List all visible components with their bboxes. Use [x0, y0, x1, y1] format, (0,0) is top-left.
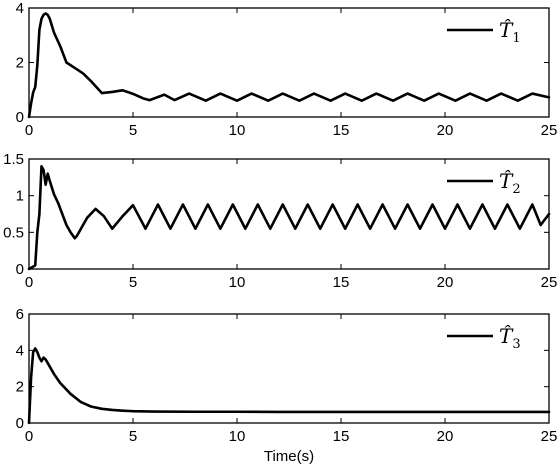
y-tick-label: 0	[16, 415, 24, 432]
x-tick-label: 15	[333, 122, 350, 139]
x-tick-label: 25	[541, 274, 558, 291]
y-tick-label: 4	[16, 0, 24, 17]
legend-subscript: 3	[512, 337, 520, 352]
x-tick-label: 0	[25, 122, 33, 139]
y-tick-label: 0	[16, 261, 24, 278]
legend-subscript: 1	[512, 31, 520, 46]
x-tick-label: 10	[229, 274, 246, 291]
x-axis-label: Time(s)	[264, 448, 314, 465]
x-tick-label: 5	[129, 274, 137, 291]
series-line	[27, 12, 551, 119]
x-tick-label: 25	[541, 122, 558, 139]
y-tick-label: 4	[16, 342, 24, 359]
x-tick-label: 15	[333, 274, 350, 291]
subplot-t3: 0 5 10 15 20 25 0 2 4 6 T̂3 Time(s)	[16, 306, 558, 465]
y-tick-label: 2	[16, 379, 24, 396]
subplot-t1: 0 5 10 15 20 25 0 2 4 T̂1	[16, 0, 558, 139]
y-tick-label: 1.5	[3, 151, 24, 168]
x-tick-label: 0	[25, 428, 33, 445]
legend-label: T̂3	[499, 324, 521, 352]
x-tick-label: 0	[25, 274, 33, 291]
x-tick-label: 10	[229, 122, 246, 139]
legend-label: T̂2	[499, 169, 521, 197]
legend-subscript: 2	[512, 182, 520, 197]
x-tick-label: 20	[437, 274, 454, 291]
y-tick-label: 0	[16, 109, 24, 126]
legend-symbol: T̂	[499, 18, 514, 42]
axes-frame	[28, 313, 550, 424]
x-tick-label: 25	[541, 428, 558, 445]
y-tick-label: 1	[16, 188, 24, 205]
x-tick-label: 20	[437, 122, 454, 139]
y-tick-label: 0.5	[3, 224, 24, 241]
series-line	[27, 165, 551, 271]
x-tick-label: 5	[129, 428, 137, 445]
subplot-t2: 0 5 10 15 20 25 0 0.5 1 1.5 T̂2	[3, 151, 557, 291]
x-tick-label: 10	[229, 428, 246, 445]
legend-label: T̂1	[499, 18, 521, 46]
y-tick-label: 2	[16, 55, 24, 72]
x-tick-label: 5	[129, 122, 137, 139]
axes-frame	[28, 7, 550, 118]
x-tick-label: 15	[333, 428, 350, 445]
legend-symbol: T̂	[499, 169, 514, 193]
x-tick-label: 20	[437, 428, 454, 445]
legend-symbol: T̂	[499, 324, 514, 348]
series-line	[27, 347, 551, 425]
y-tick-label: 6	[16, 306, 24, 323]
